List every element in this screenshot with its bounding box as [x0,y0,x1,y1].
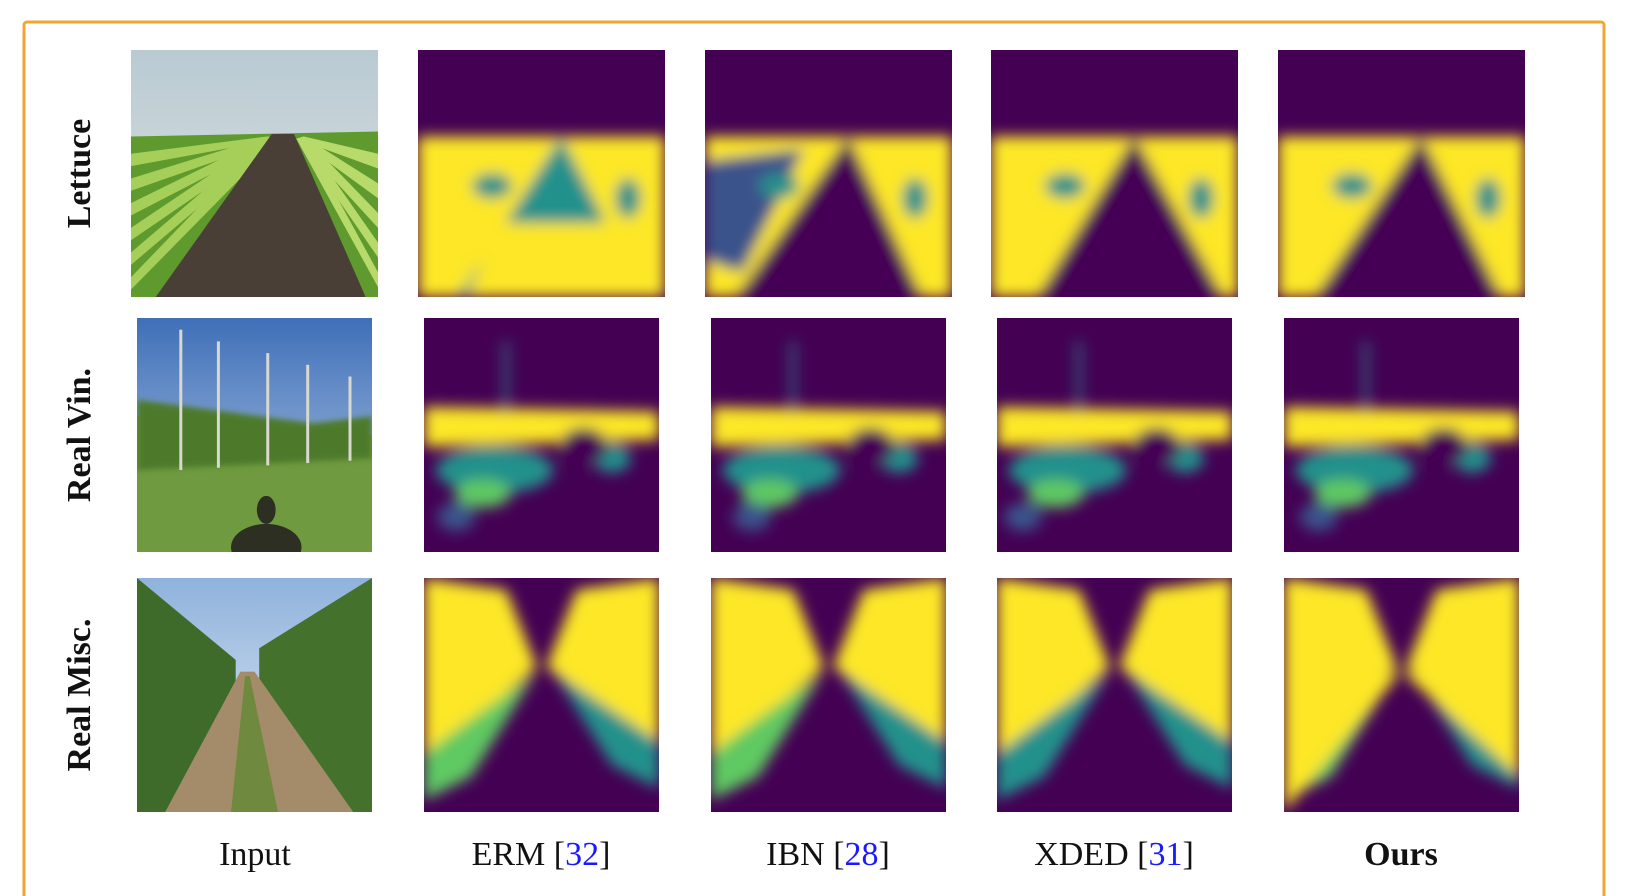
column-label: IBN [28] [766,836,890,873]
shape [472,174,512,199]
heatmap [418,50,665,297]
column-label-text: XDED [ [1034,836,1148,873]
shape [217,341,220,467]
heatmap [711,578,946,812]
row-label: Lettuce [61,119,98,229]
column-label-text: ] [879,836,890,873]
shape [1332,174,1372,199]
shape [791,341,795,411]
heatmap-blobs [705,136,952,297]
shape [1300,503,1338,531]
column-label-text: ERM [ [472,836,566,873]
heatmap [424,318,659,552]
shape [1028,479,1084,507]
heatmap [1284,578,1519,812]
heatmap [711,318,946,552]
column-label-text: IBN [ [766,836,844,873]
column-label: ERM [32] [472,836,611,873]
heatmap-blobs [418,136,665,297]
shape [759,174,799,199]
column-label: Ours [1364,836,1438,873]
shape [1077,341,1081,411]
shape [455,479,511,507]
citation: 32 [565,836,599,873]
input-image [137,318,372,571]
shape [903,178,928,218]
row-label: Real Misc. [61,619,98,772]
citation: 28 [845,836,879,873]
heatmap [997,318,1232,552]
shape [504,341,508,411]
figure: LettuceReal Vin.Real Misc.InputERM [32]I… [0,0,1627,896]
heatmap [424,578,659,812]
shape [616,178,641,218]
page: LettuceReal Vin.Real Misc.InputERM [32]I… [0,0,1627,896]
input-image [137,578,372,812]
heatmap [1284,318,1519,552]
column-label-text: ] [599,836,610,873]
heatmap-blobs [991,136,1238,297]
shape [1045,174,1085,199]
heatmap [1278,50,1525,297]
shape [1189,178,1214,218]
column-label: XDED [31] [1034,836,1194,873]
shape [349,377,352,461]
citation: 31 [1148,836,1182,873]
shape [467,223,652,297]
shape [179,330,182,470]
shape [560,428,607,465]
row-label: Real Vin. [61,368,98,502]
shape [1476,178,1501,218]
heatmap [997,578,1232,812]
shape [1133,428,1180,465]
shape [733,503,771,531]
shape [257,496,276,524]
column-label-text: ] [1182,836,1193,873]
shape [1364,341,1368,411]
shape [437,503,475,531]
heatmap [705,50,952,297]
column-label-text: Input [219,836,291,873]
heatmap [991,50,1238,297]
shape [266,353,269,465]
shape [1004,503,1042,531]
shape [1420,428,1467,465]
shape [231,524,302,571]
shape [847,428,894,465]
input-image [131,50,378,297]
shape [306,365,309,463]
column-label: Input [219,836,291,873]
column-label-text: Ours [1364,836,1438,873]
heatmap-blobs [1278,136,1525,297]
